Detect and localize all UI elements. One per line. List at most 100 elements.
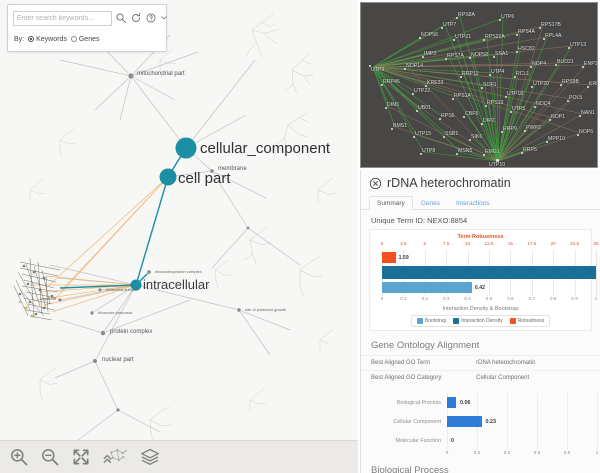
radio-keywords-dot[interactable] — [28, 36, 35, 42]
gene-node[interactable] — [555, 64, 558, 67]
collapse-network-icon[interactable] — [102, 446, 128, 468]
gene-node[interactable] — [463, 116, 466, 119]
gene-node[interactable] — [483, 39, 486, 42]
gene-node[interactable] — [420, 153, 423, 156]
gene-label-RPS8A[interactable]: RPS8A — [458, 12, 476, 18]
radio-keywords[interactable]: Keywords — [28, 36, 67, 43]
gene-node[interactable] — [441, 27, 444, 30]
gene-node[interactable] — [456, 17, 459, 20]
gene-node[interactable] — [445, 58, 448, 61]
gene-label-UTP22[interactable]: UTP22 — [414, 88, 431, 94]
gene-interaction-network[interactable]: UTP9 RPS8A UTP6 UTP7 RPS17B NOP56 UTP21 … — [360, 2, 598, 168]
gene-node[interactable] — [567, 100, 570, 103]
gene-node[interactable] — [516, 51, 519, 54]
gene-label-ENP1[interactable]: ENP1 — [584, 61, 598, 67]
gene-node[interactable] — [469, 139, 472, 142]
gene-label-UB01[interactable]: UB01 — [418, 105, 431, 111]
gene-node[interactable] — [456, 153, 459, 156]
gene-label-SOF1[interactable]: SOF1 — [483, 82, 497, 88]
search-input[interactable] — [13, 10, 112, 26]
gene-label-MPP10[interactable]: MPP10 — [548, 136, 566, 142]
collapse-chevron-icon[interactable] — [160, 14, 168, 22]
gene-label-HSC82[interactable]: HSC82 — [518, 46, 535, 52]
gene-label-RRP5[interactable]: RRP5 — [523, 147, 537, 153]
gene-node[interactable] — [549, 119, 552, 122]
gene-label-NOP6[interactable]: NOP6 — [579, 129, 594, 135]
gene-label-RPS22A[interactable]: RPS22A — [485, 34, 505, 40]
gene-node[interactable] — [416, 110, 419, 113]
gene-node[interactable] — [485, 105, 488, 108]
layers-icon[interactable] — [139, 447, 161, 467]
ontology-tree-graph[interactable] — [0, 0, 358, 473]
gene-label-UTP15[interactable]: UTP15 — [415, 131, 432, 137]
gene-label-UTP18[interactable]: UTP18 — [507, 91, 524, 97]
gene-label-SSB1[interactable]: SSB1 — [445, 131, 459, 137]
gene-label-CBF5[interactable]: CBF5 — [465, 111, 479, 117]
gene-label-RRP45[interactable]: RRP45 — [383, 79, 400, 85]
search-icon[interactable] — [115, 12, 127, 24]
gene-node[interactable] — [568, 47, 571, 50]
gene-label-NOC4[interactable]: NOC4 — [536, 101, 551, 107]
gene-node[interactable] — [460, 76, 463, 79]
gene-node[interactable] — [579, 115, 582, 118]
gene-node[interactable] — [546, 141, 549, 144]
gene-node[interactable] — [489, 74, 492, 77]
tab-genes[interactable]: Genes — [420, 200, 440, 207]
chart-legend[interactable]: Bootstrap Interaction Density Robustness — [410, 315, 551, 327]
gene-node[interactable] — [499, 19, 502, 22]
gene-node[interactable] — [505, 96, 508, 99]
gene-label-UTP7[interactable]: UTP7 — [443, 22, 457, 28]
gene-label-RPS17B[interactable]: RPS17B — [541, 22, 561, 28]
gene-node[interactable] — [524, 130, 527, 133]
gene-node[interactable] — [534, 106, 537, 109]
gene-label-BMS1[interactable]: BMS1 — [393, 123, 408, 129]
zoom-in-icon[interactable] — [9, 447, 29, 467]
gene-node[interactable] — [425, 85, 428, 88]
gene-node[interactable] — [510, 111, 513, 114]
gene-node[interactable] — [539, 27, 542, 30]
gene-label-RPS9B[interactable]: RPS9B — [562, 79, 580, 85]
tab-interactions[interactable]: Interactions — [455, 200, 490, 207]
legend-item-interaction-density[interactable]: Interaction Density — [453, 318, 503, 324]
gene-label-DIM1[interactable]: DIM1 — [387, 102, 400, 108]
gene-node[interactable] — [530, 66, 533, 69]
gene-hub-node[interactable] — [496, 159, 500, 163]
gene-label-SSA1[interactable]: SSA1 — [495, 51, 509, 57]
gene-label-RPS4A[interactable]: RPS4A — [518, 29, 536, 35]
search-row[interactable] — [13, 10, 167, 26]
ontology-tree-panel[interactable]: cellular_component cell part intracellul… — [0, 0, 358, 473]
gene-label-RPS13[interactable]: RPS13 — [487, 100, 504, 106]
gene-node[interactable] — [391, 128, 394, 131]
tab-summary[interactable]: Summary — [369, 196, 413, 210]
view-toolbar[interactable] — [0, 440, 358, 473]
gene-label-EMG1[interactable]: EMG1 — [485, 149, 500, 155]
gene-node[interactable] — [453, 39, 456, 42]
gene-label-IMP3[interactable]: IMP3 — [424, 51, 437, 57]
gene-label-UTP5[interactable]: UTP5 — [512, 106, 526, 112]
gene-label-MSN5[interactable]: MSN5 — [458, 148, 473, 154]
search-filter-row[interactable]: By: Keywords Genes — [14, 32, 162, 46]
gene-node[interactable] — [413, 136, 416, 139]
gene-node[interactable] — [369, 65, 372, 68]
gene-node[interactable] — [543, 38, 546, 41]
help-icon[interactable] — [145, 12, 157, 24]
legend-item-robustness[interactable]: Robustness — [509, 318, 544, 324]
gene-label-UTP9[interactable]: UTP9 — [371, 67, 385, 73]
gene-label-UTP8[interactable]: UTP8 — [422, 148, 436, 154]
gene-label-UTP4[interactable]: UTP4 — [491, 69, 505, 75]
search-panel[interactable]: NeXO — [7, 0, 167, 52]
gene-label-UTP6[interactable]: UTP6 — [501, 14, 515, 20]
fit-to-screen-icon[interactable] — [71, 447, 91, 467]
gene-label-NOP56[interactable]: NOP56 — [421, 32, 439, 38]
gene-node[interactable] — [560, 84, 563, 87]
gene-label-DIP2[interactable]: DIP2 — [483, 118, 495, 124]
gene-label-NOP58[interactable]: NOP58 — [471, 52, 489, 58]
gene-node[interactable] — [582, 66, 585, 69]
gene-node[interactable] — [501, 131, 504, 134]
term-detail-panel[interactable]: rDNA heterochromatin Summary Genes Inter… — [360, 170, 600, 473]
gene-label-RPS1A[interactable]: RPS1A — [454, 93, 472, 99]
gene-label-NOP1[interactable]: NOP1 — [551, 114, 566, 120]
gene-label-UTP21[interactable]: UTP21 — [455, 34, 472, 40]
gene-node[interactable] — [483, 154, 486, 157]
gene-node[interactable] — [577, 134, 580, 137]
